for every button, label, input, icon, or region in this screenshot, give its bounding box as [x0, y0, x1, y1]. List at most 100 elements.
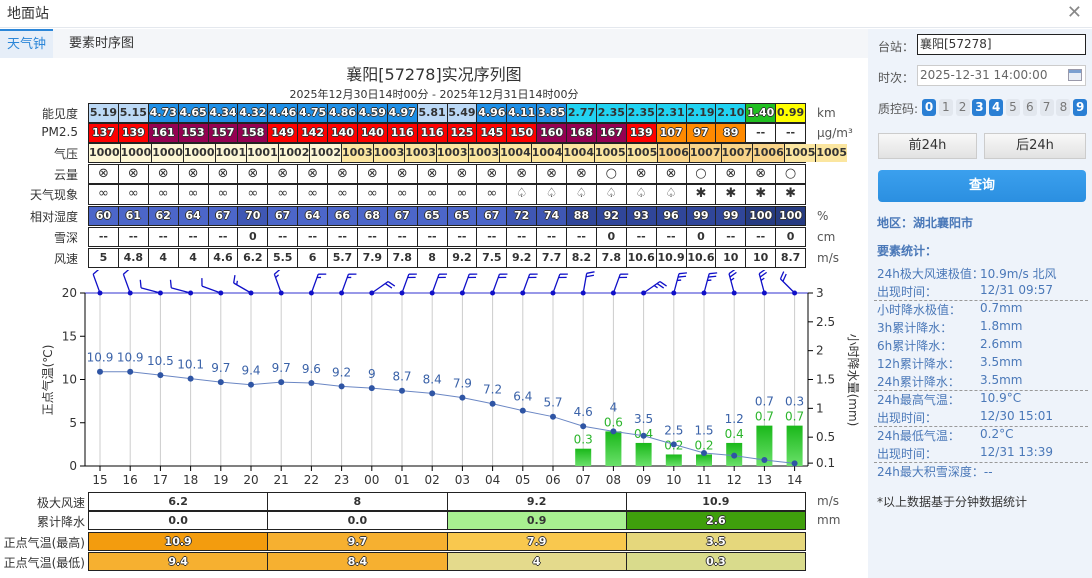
- qc-code-chip[interactable]: 6: [1022, 99, 1037, 116]
- qc-code-chip[interactable]: 3: [972, 99, 987, 116]
- station-input[interactable]: 襄阳[57278]: [917, 34, 1086, 55]
- chart-title: 襄阳[57278]实况序列图: [346, 65, 522, 84]
- pm25-cell: 139: [626, 124, 657, 142]
- wind-barb: [459, 273, 478, 296]
- qc-code-chip[interactable]: 4: [989, 99, 1004, 116]
- snow-cell: --: [387, 228, 418, 246]
- wind-barb: [169, 279, 194, 296]
- x-tick-label: 11: [696, 473, 711, 487]
- tab-element-timeseries[interactable]: 要素时序图: [69, 36, 135, 51]
- visibility-cell: 4.59: [357, 104, 388, 122]
- precip-summary-cell: 0.9: [447, 512, 627, 529]
- wind-label: 风速: [53, 252, 78, 266]
- qc-code-chip[interactable]: 2: [955, 99, 970, 116]
- stat-divider: [874, 426, 1088, 427]
- stat-value: 10.9m/s 北风: [980, 267, 1057, 281]
- wind-summary-cell: 8: [268, 493, 448, 510]
- temperature-label: 5.7: [543, 396, 562, 410]
- query-button[interactable]: 查询: [878, 170, 1086, 202]
- precip-bar: [605, 431, 622, 466]
- x-tick-label: 16: [123, 473, 138, 487]
- snow-cell: --: [148, 228, 179, 246]
- precip-bar: [665, 454, 682, 466]
- pressure-cell: 1000: [152, 144, 184, 162]
- calendar-icon[interactable]: [1068, 69, 1082, 81]
- qc-code-chip[interactable]: 7: [1039, 99, 1054, 116]
- pressure-cell: 1005: [784, 144, 817, 162]
- y-axis-left-title: 正点气温(℃): [40, 345, 55, 416]
- stat-item: 3h累计降水： 1.8mm: [877, 319, 1022, 336]
- pm25-cell: 160: [537, 124, 567, 142]
- weather-cell: ∞: [357, 185, 388, 204]
- snow-cell: --: [268, 228, 299, 246]
- weather-cell: ∞: [417, 185, 448, 204]
- snow-cell: --: [567, 228, 597, 246]
- snow-cell: 0: [686, 228, 717, 246]
- pressure-cell: 1007: [721, 144, 754, 162]
- window-titlebar: 地面站 ✕: [0, 0, 1092, 28]
- qc-code-chip[interactable]: 5: [1006, 99, 1020, 116]
- pressure-cell: 1006: [658, 144, 690, 162]
- snow-cell: --: [507, 228, 538, 246]
- qc-code-chip[interactable]: 8: [1056, 99, 1071, 116]
- cloud-cell: ⊗: [118, 165, 149, 183]
- precip-label: 0.7: [785, 410, 804, 424]
- visibility-cell: 0.99: [776, 104, 805, 122]
- stat-label: 24h最高气温：: [877, 393, 960, 407]
- temperature-point: [248, 381, 254, 388]
- stat-label: 12h累计降水：: [877, 357, 960, 371]
- precip-bar: [635, 442, 652, 466]
- pm25-cell: 145: [477, 124, 508, 142]
- pm25-cell: 125: [447, 124, 478, 142]
- pm25-cell: 167: [596, 124, 627, 142]
- tmin-summary-row: 9.4 8.4 4 0.3: [88, 552, 806, 571]
- pm25-cell: 116: [387, 124, 418, 142]
- pm25-cell: 168: [567, 124, 597, 142]
- weather-cell: ∞: [447, 185, 478, 204]
- temperature-label: 9.7: [272, 361, 291, 375]
- qc-label: 质控码:: [878, 102, 919, 116]
- visibility-cell: 4.75: [298, 104, 328, 122]
- precip-bar: [756, 425, 773, 466]
- time-input[interactable]: 2025-12-31 14:00:00: [917, 65, 1086, 86]
- qc-code-chip[interactable]: 9: [1073, 99, 1088, 116]
- precip-summary-cell: 0.0: [268, 512, 448, 529]
- pressure-cell: 1003: [373, 144, 406, 162]
- weather-row: ∞ ∞ ∞ ∞ ∞ ∞ ∞ ∞ ∞ ∞ ∞ ∞ ∞ ∞ ♤ ♤ ♤ ♤ ♤ ♤ ✱ ✱ ✱ ✱: [88, 184, 806, 205]
- stat-divider: [874, 300, 1088, 301]
- x-tick-label: 23: [334, 473, 349, 487]
- tab-weather-clock[interactable]: 天气钟: [0, 29, 54, 58]
- humidity-cell: 67: [477, 207, 508, 225]
- wind-barb: [671, 272, 688, 296]
- qc-code-chip[interactable]: 0: [922, 99, 936, 116]
- stat-item: 24h最大积雪深度：--: [877, 463, 993, 480]
- wind-cell: 4: [148, 249, 179, 267]
- humidity-cell: 93: [626, 207, 657, 225]
- close-icon[interactable]: ✕: [1066, 2, 1082, 23]
- wind-summary-cell: 9.2: [447, 493, 627, 510]
- visibility-cell: 4.86: [328, 104, 358, 122]
- pm25-cell: 140: [357, 124, 388, 142]
- visibility-cell: 4.34: [208, 104, 239, 122]
- stat-label: 6h累计降水：: [877, 339, 953, 353]
- y-right-tick-label: 0.5: [816, 430, 835, 444]
- pm25-row: 137 139 161 153 157 158 149 142 140 140 116 116 125 1…: [88, 123, 806, 143]
- visibility-unit: km: [817, 106, 836, 120]
- weather-cell: ✱: [776, 185, 805, 204]
- pm25-cell: 161: [148, 124, 179, 142]
- wind-barb: [139, 279, 163, 296]
- prev-24h-button[interactable]: 前24h: [878, 133, 977, 159]
- stat-label: 出现时间：: [877, 285, 938, 299]
- humidity-cell: 100: [746, 207, 777, 225]
- precip-label: 0.3: [574, 433, 593, 447]
- visibility-cell: 2.35: [626, 104, 657, 122]
- qc-code-chip[interactable]: 1: [938, 99, 953, 116]
- stat-label: 24h最低气温：: [877, 429, 960, 443]
- cloud-cell: ⊗: [417, 165, 448, 183]
- next-24h-button[interactable]: 后24h: [984, 133, 1086, 159]
- pressure-cell: 1007: [689, 144, 722, 162]
- temperature-label: 7.2: [483, 383, 502, 397]
- pressure-cell: 1001: [247, 144, 279, 162]
- stat-label: 小时降水极值：: [877, 303, 962, 317]
- visibility-cell: 4.46: [268, 104, 299, 122]
